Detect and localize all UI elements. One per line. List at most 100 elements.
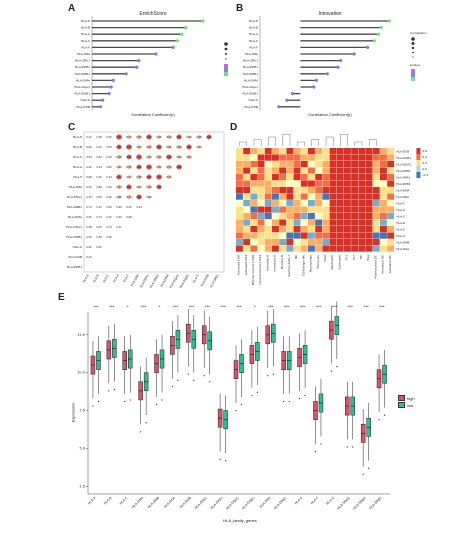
heatmap-cell bbox=[286, 161, 294, 168]
heatmap-cell bbox=[300, 187, 308, 194]
heatmap-cell bbox=[293, 245, 301, 252]
heatmap-cell bbox=[308, 226, 315, 233]
row-label: HLA-DRB1 bbox=[396, 169, 411, 173]
heatmap-cell bbox=[300, 154, 308, 161]
correlation-value: 0.62 bbox=[116, 176, 122, 179]
heatmap-cell bbox=[387, 219, 395, 226]
heatmap-cell bbox=[243, 148, 251, 155]
correlation-value: 0.68 bbox=[116, 206, 122, 209]
bar-tip-point bbox=[325, 72, 329, 76]
col-label: HLA-A bbox=[112, 273, 120, 284]
heatmap-cell bbox=[387, 154, 395, 161]
bar-tip-point bbox=[339, 59, 343, 63]
heatmap-cell bbox=[264, 213, 272, 220]
pvalue-legend-swatch bbox=[224, 68, 228, 72]
col-label: Immature DC bbox=[381, 255, 385, 274]
heatmap-cell bbox=[387, 187, 395, 194]
row-label: HLA-G bbox=[81, 98, 91, 102]
bar-tip-point bbox=[372, 39, 376, 43]
row-label: HLA-E bbox=[73, 135, 82, 139]
heatmap-cell bbox=[344, 213, 351, 220]
heatmap-cell bbox=[387, 193, 395, 200]
row-label: HLA-DQB1 bbox=[396, 156, 411, 160]
correlation-value: 0.50 bbox=[166, 166, 172, 169]
heatmap-cell bbox=[351, 161, 359, 168]
significance-label: *** bbox=[364, 305, 370, 309]
heatmap-cell bbox=[358, 161, 366, 168]
heatmap-cell bbox=[365, 180, 373, 187]
row-label: HLA-G bbox=[396, 234, 405, 238]
outlier-point bbox=[209, 381, 211, 383]
bar-tip-point bbox=[312, 85, 316, 89]
row-label: HLA-DPA1 bbox=[396, 175, 410, 179]
heatmap-cell bbox=[308, 213, 315, 220]
heatmap-cell bbox=[315, 239, 323, 246]
heatmap-cell bbox=[308, 245, 315, 252]
correlation-value: 0.62 bbox=[176, 136, 182, 139]
bar-tip-point bbox=[314, 78, 319, 82]
correlation-value: 0.44 bbox=[186, 156, 192, 159]
y-tick-label: 7.5 bbox=[79, 409, 85, 413]
correlation-value: 0.44 bbox=[166, 136, 172, 139]
correlation-point bbox=[157, 165, 161, 169]
significance-label: * bbox=[254, 305, 256, 309]
correlation-value: 0.50 bbox=[86, 186, 92, 189]
heatmap-cell bbox=[358, 193, 366, 200]
row-label: HLA-A bbox=[81, 32, 91, 36]
heatmap-cell bbox=[243, 200, 251, 207]
col-label: HLA-DPB1 bbox=[209, 273, 220, 288]
correlation-value: 0.38 bbox=[96, 236, 102, 239]
heatmap-cell bbox=[322, 245, 330, 252]
heatmap-cell bbox=[358, 187, 366, 194]
heatmap-cell bbox=[293, 161, 301, 168]
correlation-point bbox=[127, 165, 131, 169]
row-label: HLA-C bbox=[249, 39, 258, 43]
heatmap-cell bbox=[315, 219, 323, 226]
correlation-point bbox=[126, 194, 132, 200]
correlation-value: 0.68 bbox=[86, 176, 92, 179]
correlation-point bbox=[187, 135, 191, 139]
correlation-point bbox=[147, 185, 151, 189]
colorbar-segment bbox=[416, 148, 421, 154]
heatmap-cell bbox=[315, 213, 323, 220]
heatmap-cell bbox=[351, 174, 359, 181]
heatmap-cell bbox=[257, 180, 265, 187]
heatmap-cell bbox=[322, 226, 330, 233]
heatmap-cell bbox=[344, 174, 351, 181]
heatmap-cell bbox=[286, 154, 294, 161]
heatmap-cell bbox=[322, 161, 330, 168]
heatmap-cell bbox=[358, 219, 366, 226]
row-label: HLA-DMA bbox=[76, 78, 91, 82]
significance-label: *** bbox=[236, 305, 242, 309]
correlation-value: 0.50 bbox=[106, 206, 112, 209]
bar-tip-point bbox=[352, 52, 356, 56]
pvalue-legend-swatch bbox=[411, 73, 415, 77]
heatmap-cell bbox=[380, 187, 387, 194]
heatmap-cell bbox=[344, 167, 351, 174]
heatmap-cell bbox=[351, 239, 359, 246]
bar-tip-point bbox=[277, 105, 281, 109]
col-label: HLA-F bbox=[122, 273, 130, 283]
x-tick-label: HLA-DPA1 bbox=[194, 496, 208, 510]
heatmap-cell bbox=[286, 148, 294, 155]
dendrogram-branch bbox=[340, 134, 348, 146]
heatmap-cell bbox=[308, 239, 315, 246]
heatmap-cell bbox=[243, 167, 251, 174]
correlation-value: 0.26 bbox=[106, 186, 112, 189]
correlation-point bbox=[116, 184, 122, 190]
outlier-point bbox=[124, 400, 126, 403]
heatmap-cell bbox=[387, 239, 395, 246]
correlation-point bbox=[137, 175, 141, 179]
heatmap-cell bbox=[322, 187, 330, 194]
outlier-point bbox=[171, 385, 174, 387]
correlation-value: 0.68 bbox=[96, 186, 102, 189]
heatmap-cell bbox=[387, 213, 395, 220]
col-label: Macrophage bbox=[309, 255, 313, 273]
legend-e-swatch-high bbox=[398, 395, 405, 401]
correlation-value: 0.44 bbox=[96, 166, 102, 169]
heatmap-cell bbox=[336, 239, 344, 246]
correlation-value: 0.44 bbox=[106, 176, 112, 179]
panel-a-xlabel: Correlation Coefficient(r) bbox=[131, 112, 175, 117]
dendrogram-branch bbox=[369, 139, 377, 146]
